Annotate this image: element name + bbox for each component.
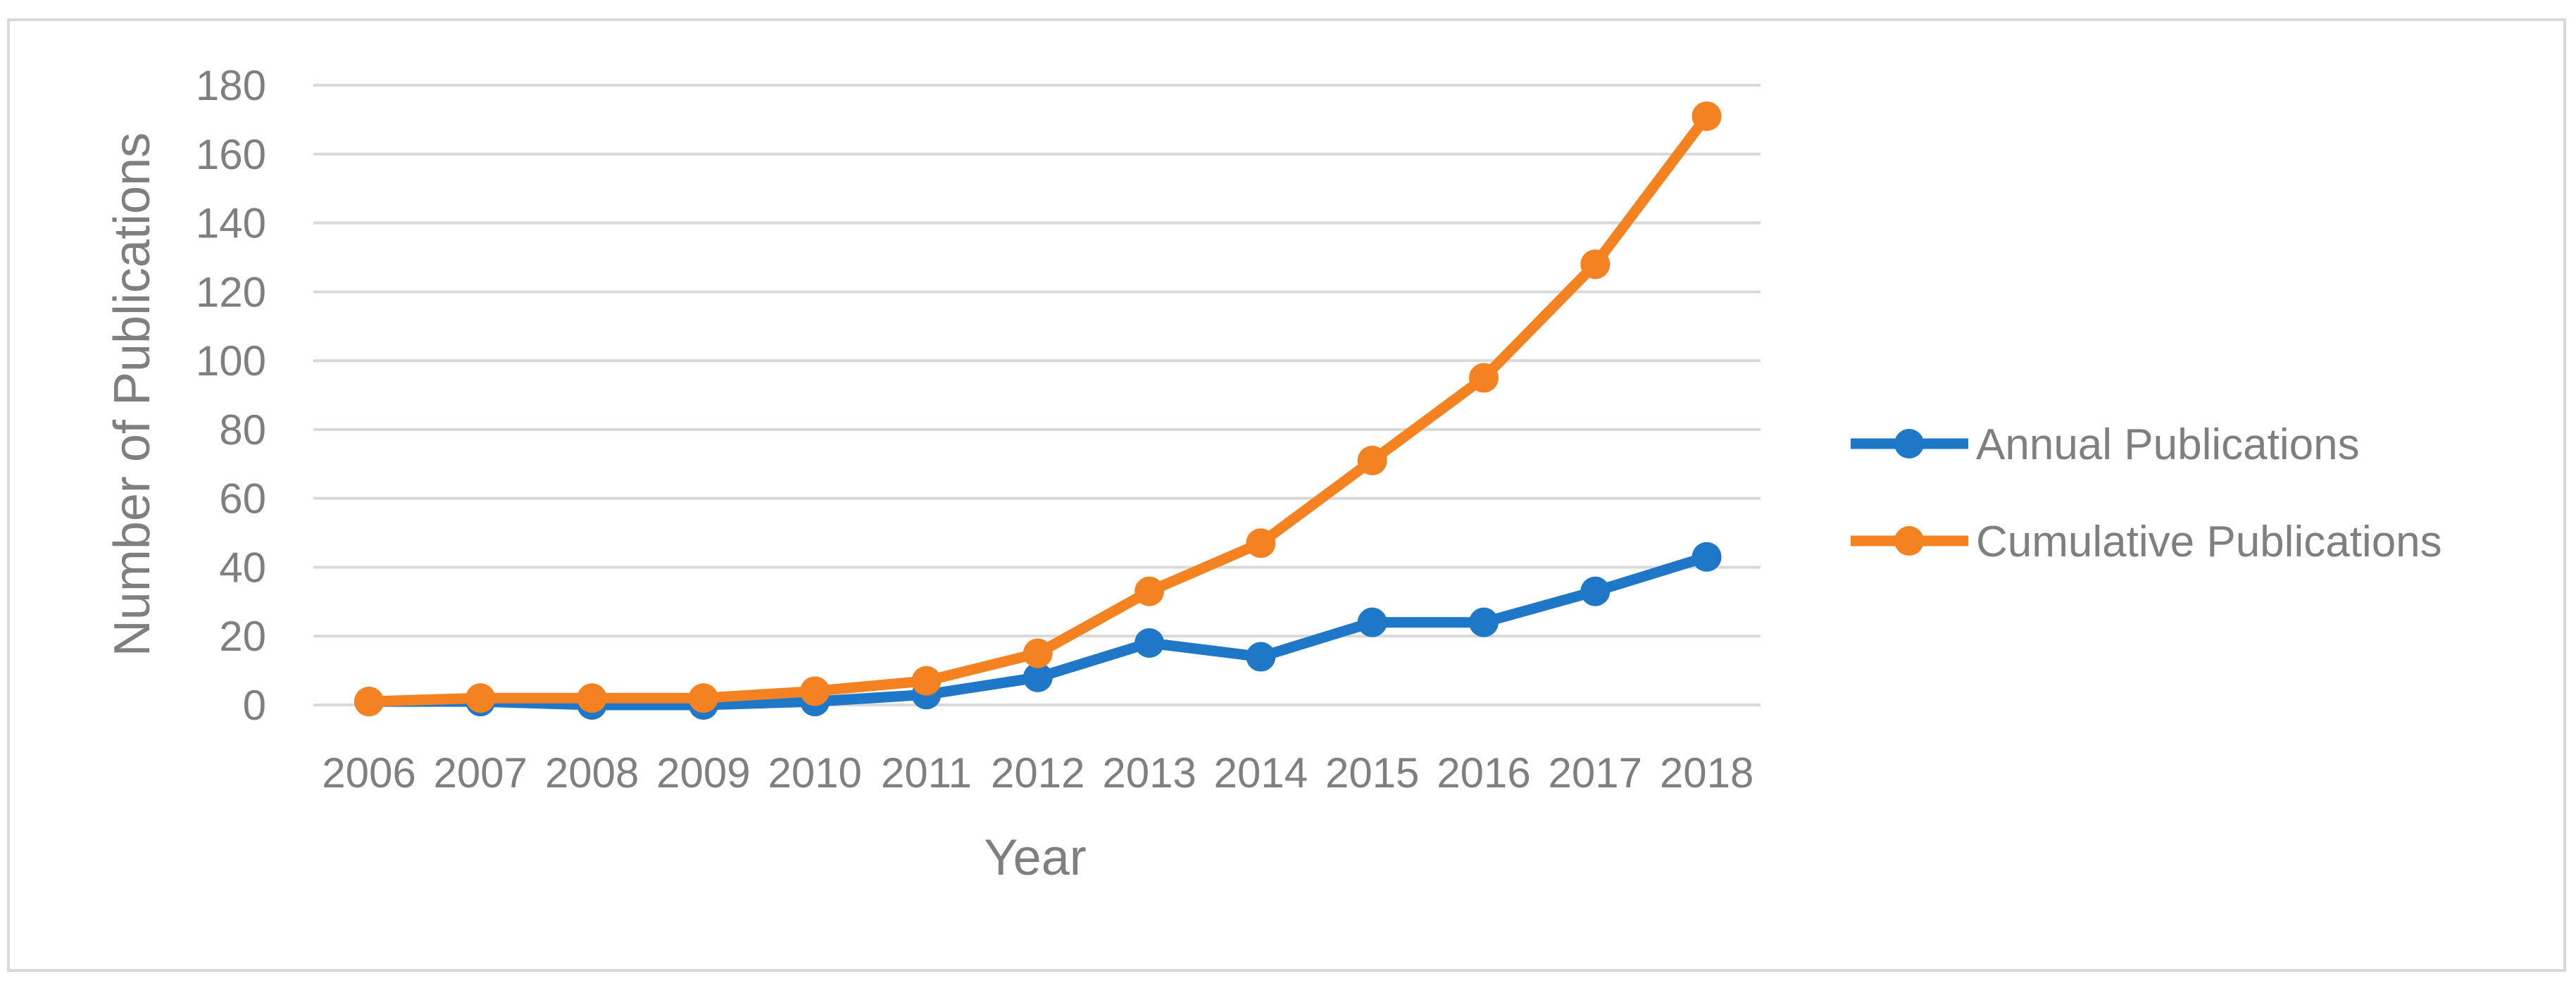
- y-tick-label: 100: [196, 337, 266, 385]
- data-point-annual-publications: [1469, 607, 1499, 637]
- y-tick-label: 120: [196, 268, 266, 316]
- y-tick-label: 40: [219, 544, 266, 591]
- data-point-annual-publications: [1580, 576, 1611, 606]
- x-tick-label: 2009: [656, 749, 750, 797]
- y-tick-label: 80: [219, 406, 266, 454]
- legend-swatch-marker: [1894, 526, 1924, 556]
- x-axis-title: Year: [984, 830, 1086, 886]
- legend-swatch-marker: [1894, 429, 1924, 458]
- x-tick-label: 2013: [1102, 749, 1196, 797]
- y-tick-label: 60: [219, 475, 266, 523]
- data-point-cumulative-publications: [688, 683, 718, 713]
- data-point-cumulative-publications: [1692, 101, 1722, 131]
- x-tick-label: 2006: [322, 749, 415, 797]
- y-axis-ticks: 0 20 40 60 80 100 120 140 160 180: [196, 62, 266, 729]
- data-point-cumulative-publications: [800, 676, 830, 706]
- data-point-cumulative-publications: [911, 666, 942, 696]
- data-point-cumulative-publications: [1134, 576, 1165, 606]
- x-tick-label: 2012: [991, 749, 1084, 797]
- data-point-cumulative-publications: [1023, 638, 1053, 668]
- data-point-cumulative-publications: [1246, 528, 1276, 558]
- legend-item-cumulative-publications: Cumulative Publications: [1851, 518, 2442, 566]
- x-tick-label: 2008: [545, 749, 639, 797]
- y-axis-title: Number of Publications: [104, 132, 161, 656]
- data-point-cumulative-publications: [465, 683, 496, 713]
- x-tick-label: 2011: [881, 749, 972, 797]
- x-tick-label: 2016: [1437, 749, 1530, 797]
- data-point-cumulative-publications: [1580, 249, 1611, 280]
- gridlines: [313, 84, 1761, 706]
- data-point-cumulative-publications: [577, 683, 607, 713]
- data-point-annual-publications: [1246, 642, 1276, 672]
- x-tick-label: 2007: [434, 749, 527, 797]
- x-tick-label: 2015: [1325, 749, 1419, 797]
- y-tick-label: 0: [243, 682, 266, 729]
- legend: Annual Publications Cumulative Publicatio…: [1851, 420, 2442, 566]
- y-tick-label: 140: [196, 200, 266, 247]
- x-tick-label: 2014: [1214, 749, 1308, 797]
- data-point-cumulative-publications: [1469, 363, 1499, 393]
- data-point-annual-publications: [1023, 662, 1053, 692]
- x-axis-ticks: 2006 2007 2008 2009 2010 2011 2012 2013 2014 2015…: [322, 749, 1753, 797]
- y-tick-label: 20: [219, 613, 266, 660]
- chart-frame: [7, 18, 2566, 972]
- x-tick-label: 2018: [1660, 749, 1753, 797]
- data-point-annual-publications: [1134, 628, 1165, 658]
- data-point-annual-publications: [1357, 607, 1387, 637]
- legend-label: Annual Publications: [1976, 420, 2360, 469]
- data-point-annual-publications: [1692, 542, 1722, 572]
- y-tick-label: 160: [196, 131, 266, 178]
- data-point-cumulative-publications: [354, 687, 384, 717]
- series-cumulative-publications: [354, 101, 1722, 717]
- y-tick-label: 180: [196, 62, 266, 109]
- series-lines: [354, 101, 1722, 720]
- legend-label: Cumulative Publications: [1976, 518, 2442, 566]
- legend-item-annual-publications: Annual Publications: [1851, 420, 2360, 469]
- x-tick-label: 2017: [1549, 749, 1642, 797]
- x-tick-label: 2010: [768, 749, 861, 797]
- data-point-cumulative-publications: [1357, 445, 1387, 475]
